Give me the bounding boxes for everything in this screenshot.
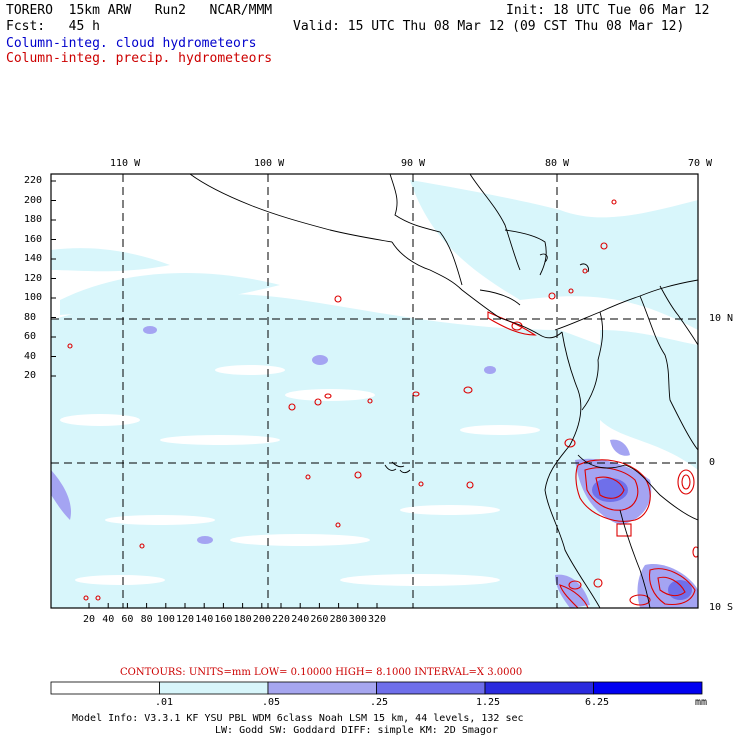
colorbar-segment [484, 681, 594, 695]
x-tick-label: 160 [214, 614, 233, 625]
y-tick-label: 80 [24, 311, 37, 323]
forecast-hour: Fcst: 45 h [6, 19, 100, 34]
field-title-cloud: Column-integ. cloud hydrometeors [6, 36, 257, 51]
coastlines [189, 174, 698, 608]
y-tick-label: 220 [24, 175, 43, 186]
x-tick-label: 20 [83, 614, 96, 625]
y-tick-label: 120 [24, 272, 43, 284]
x-tick-label: 200 [252, 614, 271, 625]
x-tick-label: 120 [176, 614, 195, 625]
colorbar-level-2: .25 [370, 697, 389, 708]
contour-info: CONTOURS: UNITS=mm LOW= 0.10000 HIGH= 8.… [120, 667, 523, 678]
colorbar-level-0: .01 [155, 697, 174, 708]
y-tick-label: 160 [24, 233, 43, 245]
colorbar-unit: mm [695, 697, 708, 708]
colorbar-level-3: 1.25 [476, 697, 501, 708]
y-tick-label: 100 [24, 292, 43, 303]
colorbar-level-4: 6.25 [585, 697, 610, 708]
lon-label-110w: 110 W [110, 158, 141, 169]
lon-label-70w: 70 W [688, 158, 713, 169]
axis-ticks [51, 180, 378, 608]
field-title-precip: Column-integ. precip. hydrometeors [6, 51, 273, 66]
x-tick-label: 220 [272, 614, 291, 625]
lat-label-0: 0 [709, 457, 716, 468]
y-tick-label: 40 [24, 350, 37, 362]
precip-contours [67, 199, 698, 608]
colorbar-level-1: .05 [262, 697, 281, 708]
init-time: Init: 18 UTC Tue 06 Mar 12 [506, 3, 710, 18]
valid-time: Valid: 15 UTC Thu 08 Mar 12 (09 CST Thu … [293, 19, 685, 34]
cloud-gap-field [60, 365, 540, 586]
x-tick-label: 240 [291, 614, 310, 625]
x-tick-label: 320 [368, 614, 387, 625]
x-tick-label: 100 [156, 614, 175, 625]
lon-label-100w: 100 W [254, 158, 285, 169]
lat-label-10n: 10 N [709, 313, 734, 324]
physics-info: LW: Godd SW: Goddard DIFF: simple KM: 2D… [215, 725, 498, 736]
x-tick-label: 300 [348, 614, 367, 625]
colorbar-segment [50, 681, 160, 695]
colorbar-segment [376, 681, 486, 695]
y-tick-label: 140 [24, 253, 43, 264]
lon-label-90w: 90 W [401, 158, 426, 169]
colorbar [50, 681, 703, 695]
colorbar-segment [267, 681, 377, 695]
lat-label-10s: 10 S [709, 602, 734, 613]
x-tick-label: 280 [329, 614, 348, 625]
x-tick-label: 80 [140, 614, 153, 625]
colorbar-segment [593, 681, 703, 695]
map-frame [50, 173, 699, 609]
model-info: Model Info: V3.3.1 KF YSU PBL WDM 6class… [72, 713, 524, 724]
y-tick-label: 200 [24, 194, 43, 206]
cloud-light-field [51, 180, 698, 608]
lon-label-80w: 80 W [545, 158, 570, 169]
x-tick-label: 60 [121, 614, 134, 625]
latlon-grid [51, 174, 698, 608]
colorbar-segment [159, 681, 269, 695]
x-tick-label: 140 [195, 614, 214, 625]
y-tick-label: 20 [24, 370, 37, 381]
model-title: TORERO 15km ARW Run2 NCAR/MMM [6, 3, 273, 18]
y-tick-label: 60 [24, 331, 37, 342]
y-tick-label: 180 [24, 214, 43, 225]
x-tick-label: 180 [233, 614, 252, 625]
x-tick-label: 40 [102, 614, 115, 625]
x-tick-label: 260 [310, 614, 329, 625]
